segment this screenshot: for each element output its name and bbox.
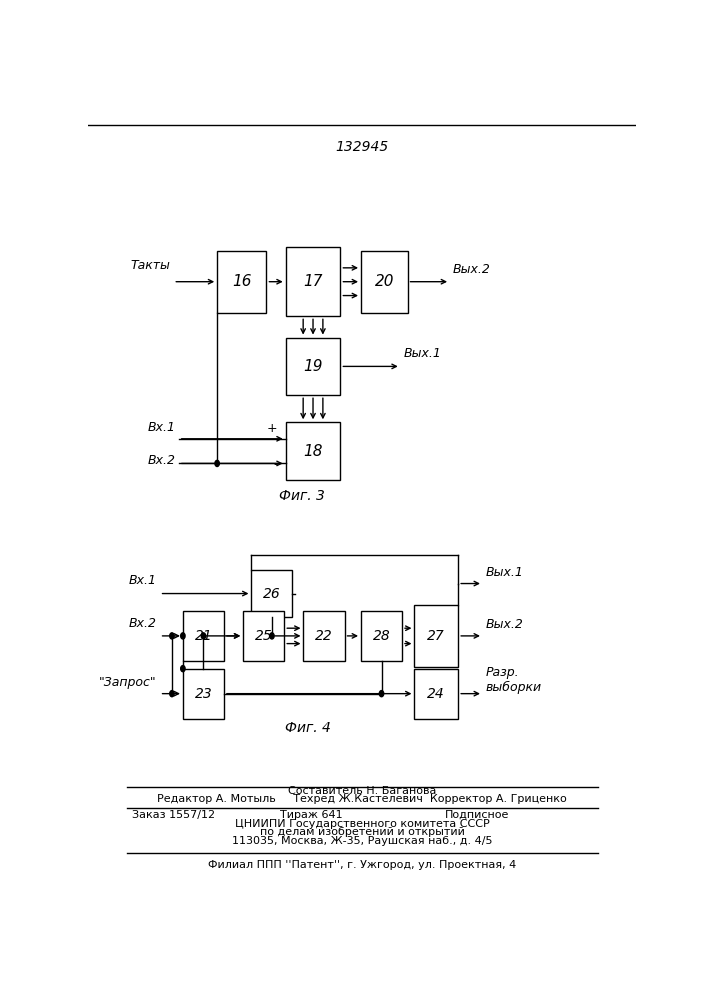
Text: "Запрос": "Запрос" [99,676,157,689]
Text: Вх.2: Вх.2 [129,617,157,630]
Text: Заказ 1557/12: Заказ 1557/12 [132,810,216,820]
Bar [361,251,407,312]
Circle shape [181,666,185,672]
Circle shape [380,691,384,697]
Circle shape [201,633,206,639]
Text: 16: 16 [232,274,252,289]
Bar [252,570,293,617]
Bar [286,338,341,395]
Circle shape [270,633,274,639]
Bar [183,611,224,661]
Circle shape [170,691,174,697]
Bar [303,611,344,661]
Text: -: - [273,458,277,471]
Bar [243,611,284,661]
Text: 132945: 132945 [336,140,389,154]
Text: Разр.
выборки: Разр. выборки [486,666,542,694]
Text: Вых.2: Вых.2 [452,263,491,276]
Text: 26: 26 [263,587,281,601]
Text: 113035, Москва, Ж-35, Раушская наб., д. 4/5: 113035, Москва, Ж-35, Раушская наб., д. … [232,836,493,846]
Circle shape [181,633,185,639]
Text: 18: 18 [303,444,323,459]
Bar [414,669,458,719]
Text: 20: 20 [375,274,394,289]
Text: 28: 28 [373,629,390,643]
Text: 17: 17 [303,274,323,289]
Text: 24: 24 [428,687,445,701]
Text: Вых.1: Вых.1 [486,566,523,579]
Text: Тираж 641: Тираж 641 [280,810,343,820]
Text: 22: 22 [315,629,333,643]
Text: ЦНИИПИ Государственного комитета СССР: ЦНИИПИ Государственного комитета СССР [235,819,490,829]
Bar [286,247,341,316]
Text: Такты: Такты [131,259,170,272]
Text: Подписное: Подписное [445,810,509,820]
Bar [414,605,458,667]
Text: 27: 27 [428,629,445,643]
Text: 19: 19 [303,359,323,374]
Text: Вых.2: Вых.2 [486,618,523,631]
Text: Составитель Н. Баганова: Составитель Н. Баганова [288,786,436,796]
Text: 21: 21 [194,629,212,643]
Text: Вх.1: Вх.1 [129,574,157,587]
Circle shape [170,633,174,639]
Text: Вх.1: Вх.1 [148,421,176,434]
Text: 25: 25 [255,629,273,643]
Text: Филиал ППП ''Патент'', г. Ужгород, ул. Проектная, 4: Филиал ППП ''Патент'', г. Ужгород, ул. П… [209,860,516,870]
Text: Фиг. 4: Фиг. 4 [285,721,330,735]
Bar [286,422,341,480]
Bar [361,611,402,661]
Circle shape [215,460,219,467]
Text: Вх.2: Вх.2 [148,454,176,467]
Text: +: + [267,422,277,435]
Text: по делам изобретений и открытий: по делам изобретений и открытий [260,827,464,837]
Text: Редактор А. Мотыль     Техред Ж.Кастелевич  Корректор А. Гриценко: Редактор А. Мотыль Техред Ж.Кастелевич К… [158,794,567,804]
Text: Вых.1: Вых.1 [404,347,441,360]
Text: 23: 23 [194,687,212,701]
Bar [217,251,267,312]
Text: Фиг. 3: Фиг. 3 [279,489,325,503]
Bar [183,669,224,719]
